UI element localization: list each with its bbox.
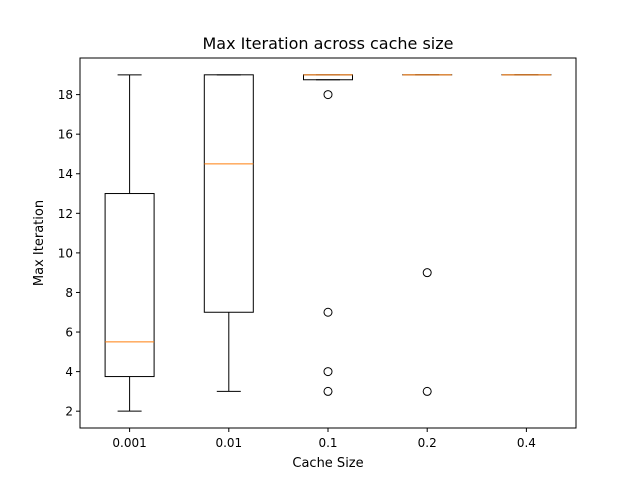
x-axis-label: Cache Size [292,456,363,471]
y-tick-label: 6 [65,326,73,340]
x-axis: 0.001 0.01 0.1 0.2 0.4 [112,428,536,450]
outlier-point [323,307,333,317]
y-tick-label: 8 [65,286,73,300]
box-group [104,74,155,412]
outlier-point [422,386,432,396]
outlier-point [323,367,333,377]
outlier-point [323,386,333,396]
y-tick-label: 10 [58,246,73,260]
x-tick-label: 0.4 [517,436,536,450]
x-tick-label: 0.001 [112,436,146,450]
y-axis: 2 4 6 8 10 12 14 16 18 [58,88,80,419]
y-tick-label: 12 [58,207,73,221]
y-tick-label: 18 [58,88,73,102]
y-tick-label: 16 [58,128,73,142]
boxes-layer [104,74,552,412]
y-tick-label: 4 [65,365,73,379]
box-group [402,74,453,396]
box [203,74,254,313]
y-tick-label: 2 [65,405,73,419]
box [104,193,155,378]
x-tick-label: 0.1 [318,436,337,450]
chart-title: Max Iteration across cache size [203,34,454,53]
y-tick-label: 14 [58,167,73,181]
x-tick-label: 0.01 [215,436,242,450]
box-group [303,74,353,396]
box-group [203,74,254,392]
x-tick-label: 0.2 [418,436,437,450]
box [303,74,353,81]
outlier-point [323,90,333,100]
y-axis-label: Max Iteration [32,200,47,286]
outlier-point [422,268,432,278]
